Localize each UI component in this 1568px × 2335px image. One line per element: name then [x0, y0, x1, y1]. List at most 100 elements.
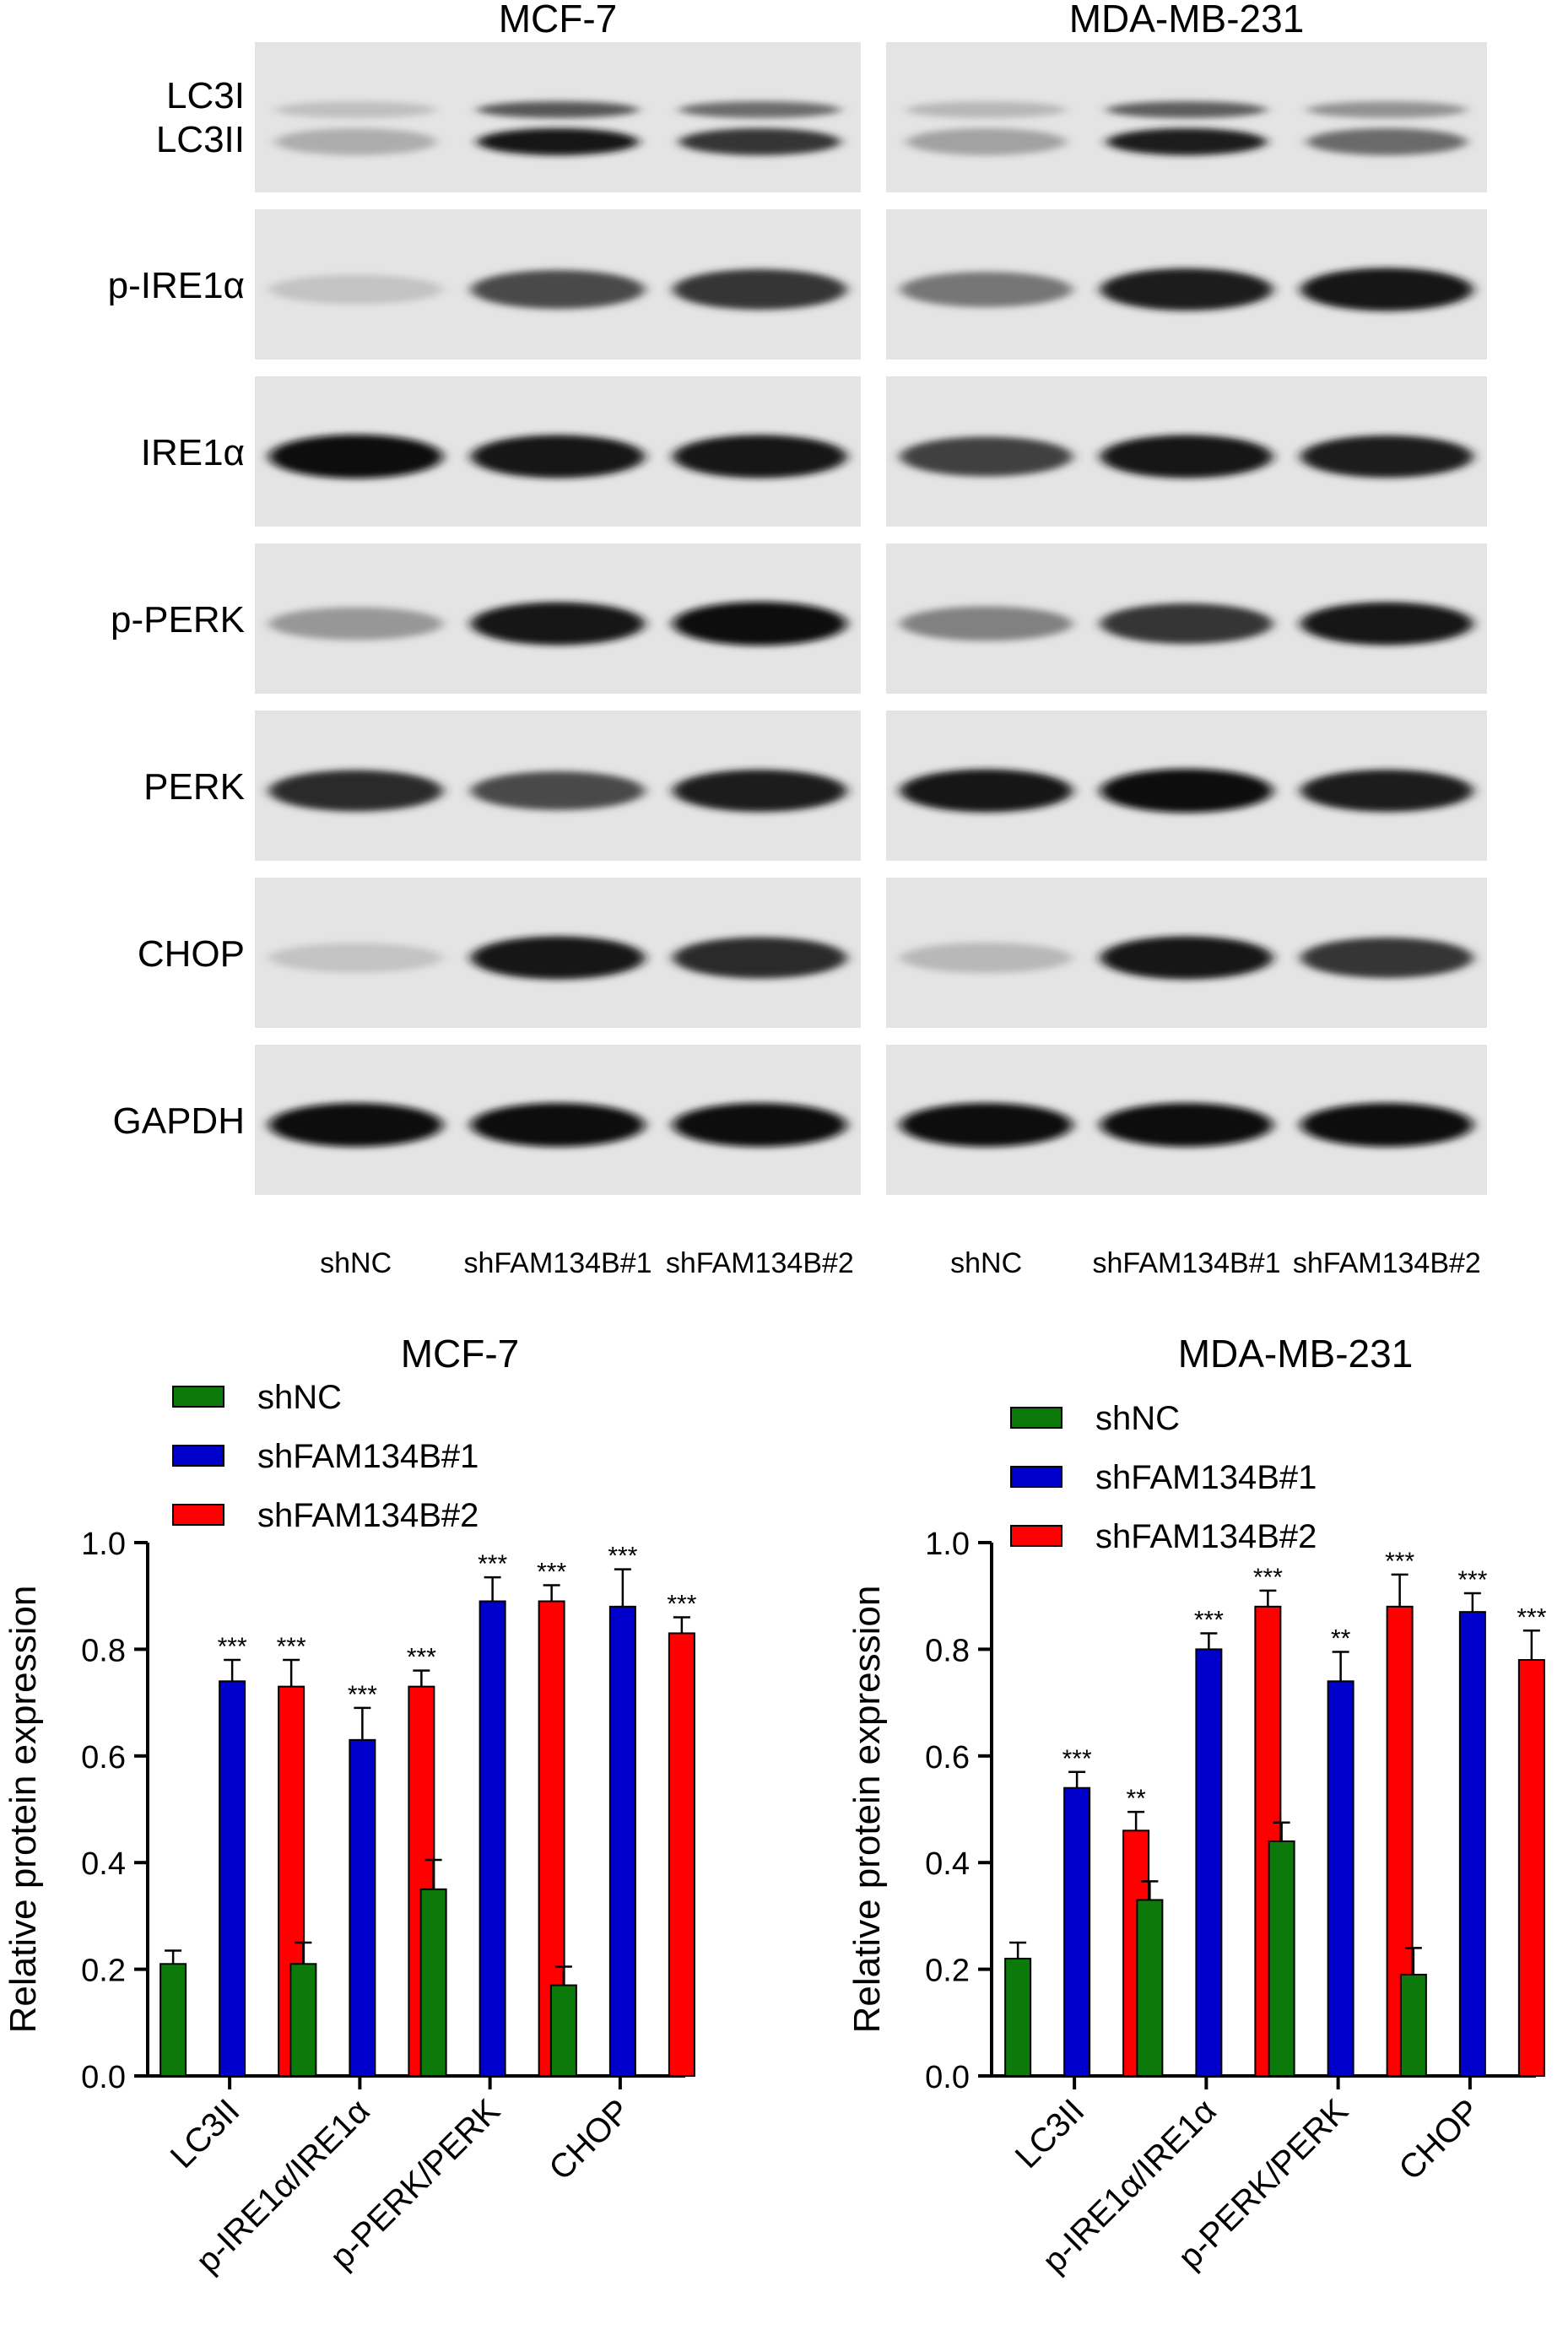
legend-swatch — [1010, 1466, 1062, 1488]
band — [471, 602, 645, 646]
band — [679, 128, 841, 155]
y-tick-label: 0.4 — [925, 1846, 970, 1882]
band — [471, 270, 645, 309]
band — [1100, 603, 1273, 644]
bar — [549, 1984, 577, 2078]
blot-lane-label: shNC — [950, 1247, 1022, 1279]
significance-stars: *** — [1457, 1566, 1487, 1594]
band — [673, 602, 847, 646]
y-tick-label: 0.6 — [81, 1740, 126, 1776]
band — [673, 937, 847, 979]
band — [471, 1103, 645, 1147]
band — [900, 1103, 1073, 1147]
blot-row-label: GAPDH — [113, 1100, 245, 1142]
band — [1300, 938, 1473, 978]
significance-stars: *** — [1253, 1564, 1283, 1592]
band — [471, 936, 645, 980]
blot-row-label: CHOP — [138, 933, 245, 975]
band — [477, 128, 639, 155]
x-tick-label: CHOP — [1392, 2092, 1487, 2187]
bar — [419, 1888, 447, 2078]
significance-stars: *** — [218, 1633, 247, 1661]
band — [673, 269, 847, 310]
blot-row-label: PERK — [143, 766, 245, 808]
band — [900, 943, 1073, 973]
blot-lane-label: shFAM134B#1 — [463, 1247, 652, 1279]
y-axis-label: Relative protein expression — [3, 1586, 44, 2034]
band — [1300, 268, 1473, 311]
band — [268, 274, 443, 305]
band — [900, 272, 1073, 307]
bar — [1195, 1648, 1223, 2078]
band — [268, 943, 443, 973]
band — [471, 435, 645, 478]
blot-lane-label: shFAM134B#2 — [1293, 1247, 1481, 1279]
significance-stars: *** — [348, 1681, 377, 1709]
band — [900, 436, 1073, 477]
band — [1100, 936, 1273, 980]
bar — [160, 1963, 187, 2078]
y-tick-label: 0.2 — [81, 1954, 126, 1989]
bar — [1136, 1899, 1164, 2077]
blot-lane-label: shNC — [320, 1247, 392, 1279]
band — [900, 606, 1073, 641]
band — [1300, 1103, 1473, 1147]
legend-label: shNC — [1095, 1400, 1180, 1437]
legend-label: shFAM134B#2 — [257, 1497, 479, 1534]
x-tick-label: LC3II — [1008, 2092, 1092, 2176]
band — [1306, 128, 1468, 155]
legend-swatch — [1010, 1525, 1062, 1547]
x-tick-label: LC3II — [164, 2092, 247, 2176]
significance-stars: *** — [1385, 1548, 1414, 1576]
legend-label: shFAM134B#1 — [1095, 1459, 1317, 1496]
y-tick-label: 1.0 — [925, 1527, 970, 1562]
bar — [668, 1632, 695, 2077]
bar — [289, 1963, 317, 2078]
bar — [349, 1738, 376, 2078]
bar — [1063, 1786, 1091, 2077]
band — [274, 128, 437, 155]
band — [673, 1103, 847, 1147]
significance-stars: *** — [1517, 1603, 1546, 1631]
band — [274, 101, 437, 118]
band — [1106, 101, 1267, 118]
band — [268, 607, 443, 641]
legend-swatch — [1010, 1407, 1062, 1429]
band — [1306, 101, 1468, 118]
significance-stars: *** — [1062, 1745, 1092, 1773]
band — [268, 770, 443, 812]
y-tick-label: 0.0 — [925, 2060, 970, 2095]
bar — [1327, 1680, 1354, 2077]
band — [1100, 769, 1273, 813]
legend-label: shNC — [257, 1379, 342, 1416]
band — [906, 101, 1067, 118]
blot-lane-label: shFAM134B#1 — [1092, 1247, 1280, 1279]
significance-stars: ** — [1126, 1785, 1146, 1813]
bar — [608, 1605, 636, 2077]
significance-stars: *** — [407, 1644, 436, 1672]
bar — [1399, 1973, 1427, 2077]
bar — [219, 1680, 246, 2077]
y-tick-label: 0.4 — [81, 1846, 126, 1882]
blot-row-label: p-PERK — [111, 599, 245, 641]
y-tick-label: 0.6 — [925, 1740, 970, 1776]
y-tick-label: 0.8 — [81, 1633, 126, 1668]
bar — [1004, 1957, 1032, 2077]
blot-title: MCF-7 — [499, 0, 618, 41]
x-tick-label: CHOP — [542, 2092, 637, 2187]
bar — [1458, 1611, 1486, 2078]
y-tick-label: 0.2 — [925, 1954, 970, 1989]
chart-title: MCF-7 — [401, 1332, 520, 1376]
bar — [1517, 1659, 1545, 2078]
band — [673, 435, 847, 478]
significance-stars: *** — [1194, 1606, 1224, 1634]
y-tick-label: 0.0 — [81, 2060, 126, 2095]
significance-stars: ** — [1331, 1625, 1351, 1653]
blot-row-label: LC3I — [166, 75, 245, 116]
band — [1300, 435, 1473, 478]
band — [1100, 435, 1273, 478]
significance-stars: *** — [478, 1550, 507, 1578]
chart-title: MDA-MB-231 — [1178, 1332, 1414, 1376]
